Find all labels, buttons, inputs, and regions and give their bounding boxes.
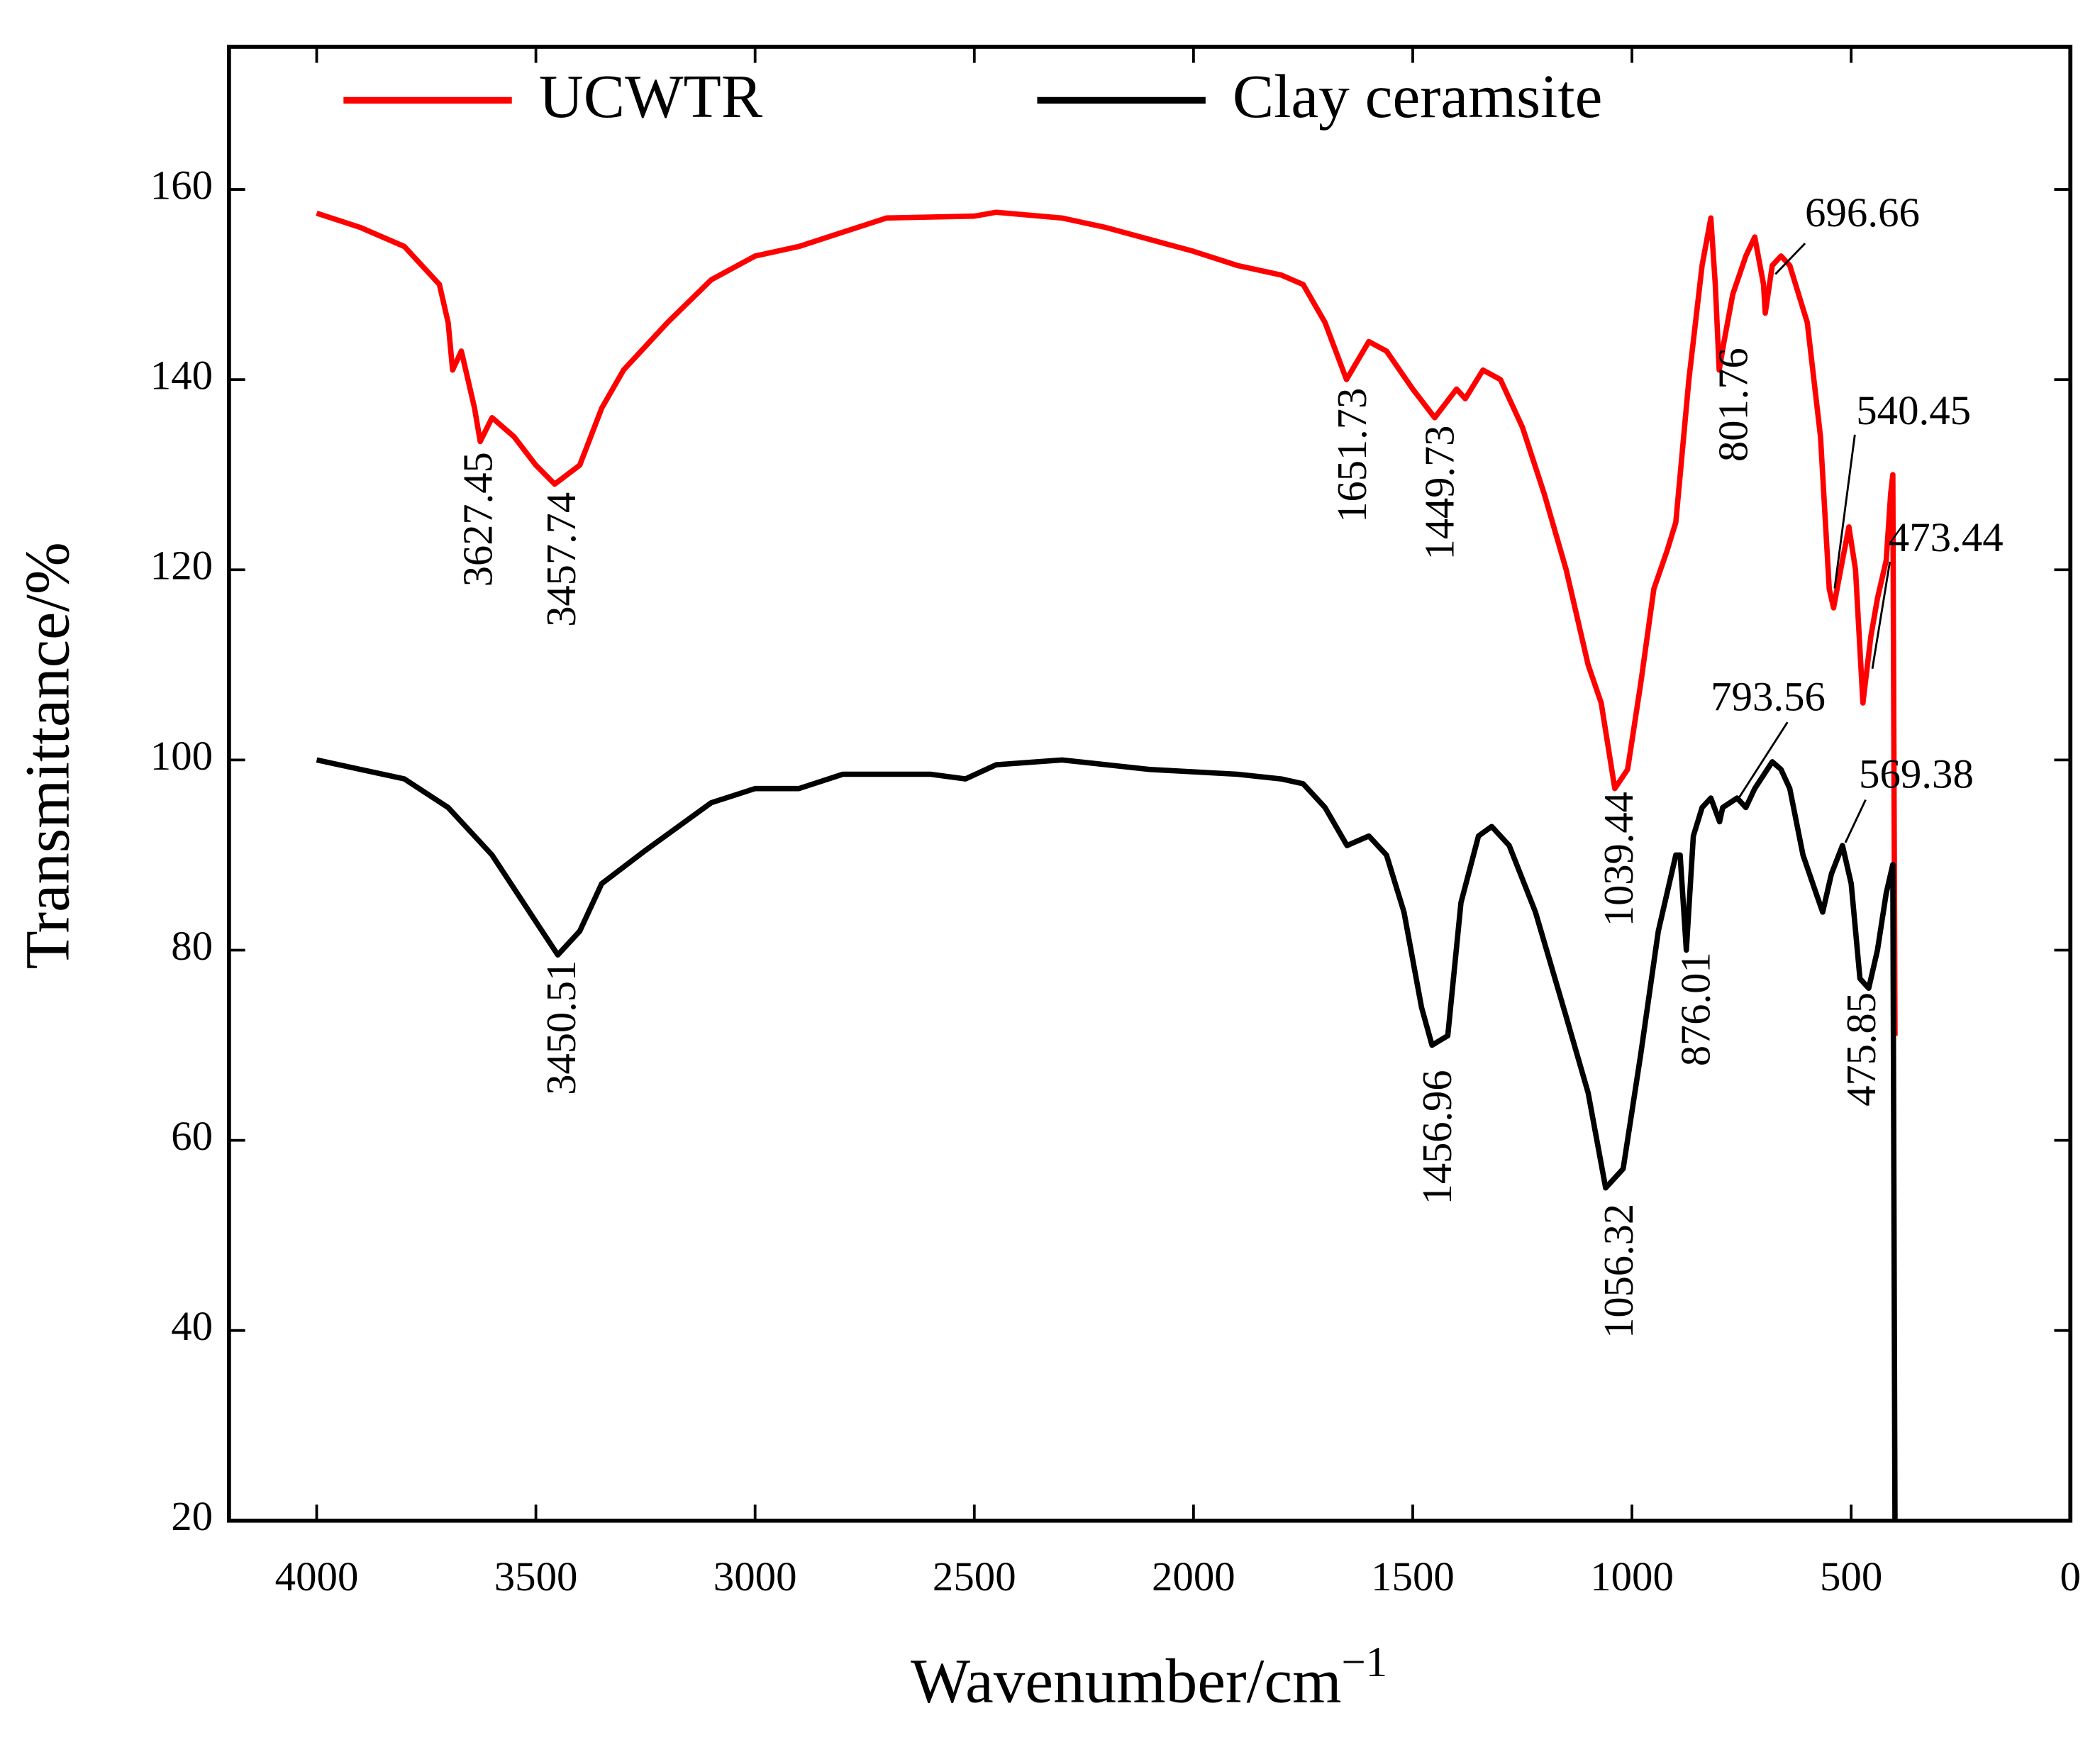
y-tick-label: 100 [150,733,213,779]
y-tick-label: 140 [150,353,213,399]
peak-annotation: 876.01 [1672,952,1718,1066]
peak-annotation: 1039.44 [1596,792,1642,926]
x-axis-title-text: Wavenumber/cm [911,1647,1341,1717]
x-tick-label: 2000 [1152,1553,1235,1600]
series-line [316,209,1898,1036]
annotation-leader [1774,243,1806,275]
peak-annotation: 1056.32 [1596,1204,1642,1339]
peak-annotation: 473.44 [1889,514,2004,560]
peak-annotation: 793.56 [1711,674,1826,720]
peak-annotation: 475.85 [1838,992,1884,1107]
annotation-leader [1736,721,1789,801]
peak-annotation: 3627.45 [455,452,501,587]
x-tick-label: 4000 [275,1553,359,1600]
peak-annotation: 540.45 [1856,387,1971,433]
peak-annotation: 801.76 [1710,348,1756,462]
y-tick-label: 40 [171,1303,213,1349]
series-line [316,757,1898,1521]
y-axis-title: Transmittance/% [13,542,82,969]
peak-annotation: 3457.74 [538,492,584,627]
y-tick-label: 80 [171,923,213,969]
y-tick-label: 20 [171,1493,213,1539]
x-tick-label: 3000 [713,1553,797,1600]
legend-label: UCWTR [539,62,762,131]
x-tick-label: 500 [1820,1553,1882,1600]
y-tick-label: 60 [171,1113,213,1159]
x-tick-label: 1000 [1590,1553,1674,1600]
annotation-leader [1833,434,1856,589]
x-tick-label: 1500 [1371,1553,1455,1600]
peak-annotation: 3450.51 [538,960,584,1095]
legend-label: Clay ceramsite [1233,62,1603,131]
x-axis-title: Wavenumber/cm−1 [911,1639,1387,1716]
y-tick-label: 120 [150,543,213,589]
x-tick-label: 0 [2060,1553,2080,1600]
peak-annotation: 1449.73 [1416,426,1462,560]
peak-annotation: 569.38 [1859,751,1974,797]
peak-annotation: 696.66 [1805,189,1920,235]
peak-annotation: 1456.96 [1414,1070,1460,1204]
x-tick-label: 3500 [494,1553,578,1600]
plot-frame [227,45,2073,1523]
annotation-leader [1871,561,1891,669]
x-axis-title-superscript: −1 [1342,1639,1388,1686]
peak-annotation: 1651.73 [1329,388,1375,523]
annotation-leader [1844,799,1867,843]
y-tick-label: 160 [150,162,213,209]
x-tick-label: 2500 [933,1553,1016,1600]
